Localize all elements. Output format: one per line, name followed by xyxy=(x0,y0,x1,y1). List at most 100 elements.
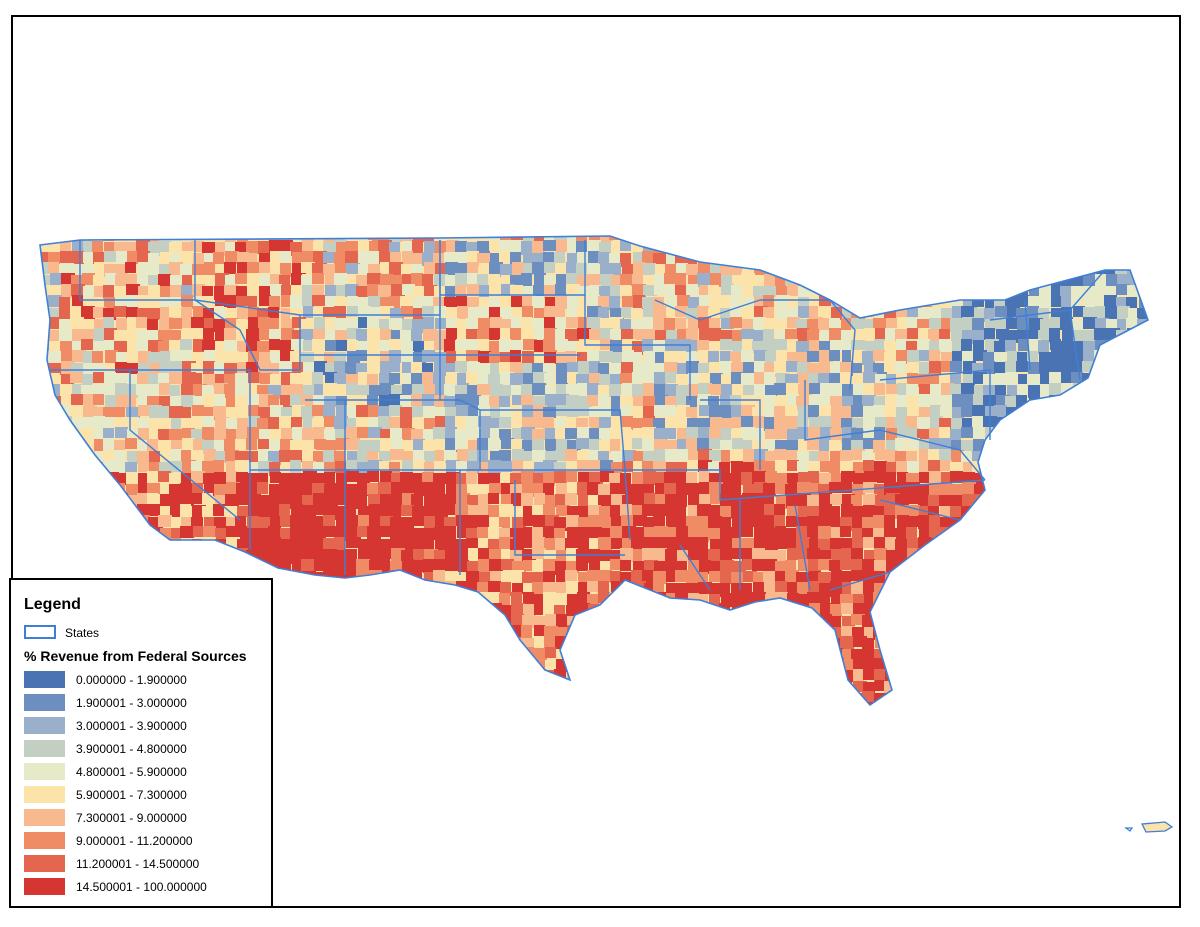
district-polygon xyxy=(291,638,305,651)
district-polygon xyxy=(807,329,819,343)
district-polygon xyxy=(754,504,765,518)
district-polygon xyxy=(895,636,907,649)
district-polygon xyxy=(677,603,689,614)
district-polygon xyxy=(972,405,986,418)
district-polygon xyxy=(928,373,939,386)
district-polygon xyxy=(752,396,766,409)
district-polygon xyxy=(72,240,84,252)
district-polygon xyxy=(1127,537,1140,550)
district-polygon xyxy=(103,550,115,564)
district-polygon xyxy=(951,328,963,341)
district-polygon xyxy=(1093,242,1106,254)
district-polygon xyxy=(380,361,391,374)
district-polygon xyxy=(103,428,114,442)
district-polygon xyxy=(334,682,347,695)
district-polygon xyxy=(314,648,326,662)
district-polygon xyxy=(40,462,50,474)
district-polygon xyxy=(950,506,963,518)
district-polygon xyxy=(995,528,1007,540)
district-polygon xyxy=(93,372,105,383)
district-polygon xyxy=(367,660,378,671)
district-polygon xyxy=(896,395,910,409)
district-polygon xyxy=(379,373,390,385)
district-polygon xyxy=(1072,341,1083,355)
district-polygon xyxy=(776,616,788,627)
district-polygon xyxy=(169,262,183,275)
district-polygon xyxy=(1049,614,1060,628)
district-polygon xyxy=(577,328,591,339)
district-polygon xyxy=(841,318,853,332)
district-polygon xyxy=(950,681,961,695)
district-polygon xyxy=(951,484,964,498)
district-polygon xyxy=(126,307,138,320)
district-polygon xyxy=(1038,560,1050,573)
district-polygon xyxy=(336,340,349,351)
district-polygon xyxy=(906,251,918,265)
district-polygon xyxy=(666,516,677,530)
district-polygon xyxy=(292,691,305,703)
district-polygon xyxy=(191,517,203,528)
district-polygon xyxy=(1049,648,1062,662)
district-polygon xyxy=(478,306,491,317)
district-polygon xyxy=(730,527,741,541)
district-polygon xyxy=(842,285,853,298)
district-polygon xyxy=(1084,528,1096,539)
district-polygon xyxy=(81,528,92,542)
district-polygon xyxy=(686,264,700,275)
district-polygon xyxy=(1094,649,1106,660)
district-polygon xyxy=(818,318,832,332)
district-polygon xyxy=(622,626,633,638)
district-polygon xyxy=(1084,704,1098,705)
district-polygon xyxy=(633,592,645,604)
district-polygon xyxy=(950,538,963,550)
district-polygon xyxy=(621,649,634,660)
district-polygon xyxy=(1029,528,1041,539)
district-polygon xyxy=(1117,572,1128,584)
district-polygon xyxy=(303,660,315,674)
district-polygon xyxy=(226,537,240,548)
district-polygon xyxy=(1017,417,1030,428)
district-polygon xyxy=(622,450,636,461)
district-polygon xyxy=(237,506,248,517)
district-polygon xyxy=(665,405,676,419)
district-polygon xyxy=(137,373,151,386)
district-polygon xyxy=(523,263,534,275)
district-polygon xyxy=(1150,627,1162,638)
district-polygon xyxy=(621,636,632,648)
district-polygon xyxy=(906,384,918,397)
district-polygon xyxy=(1128,236,1141,240)
district-polygon xyxy=(764,236,776,243)
district-polygon xyxy=(149,405,162,419)
district-polygon xyxy=(1104,527,1115,539)
district-polygon xyxy=(1061,572,1075,583)
district-polygon xyxy=(732,682,745,696)
district-polygon xyxy=(103,450,115,462)
district-polygon xyxy=(896,264,910,275)
district-polygon xyxy=(675,318,686,329)
district-polygon xyxy=(314,559,328,571)
district-polygon xyxy=(523,461,537,474)
district-polygon xyxy=(281,582,295,596)
district-polygon xyxy=(875,417,889,430)
district-polygon xyxy=(576,236,587,242)
district-polygon xyxy=(709,405,723,419)
district-polygon xyxy=(653,537,666,551)
district-polygon xyxy=(1117,626,1131,640)
district-polygon xyxy=(1017,438,1028,450)
district-polygon xyxy=(313,539,324,550)
district-polygon xyxy=(82,428,94,441)
district-polygon xyxy=(455,703,466,705)
district-polygon xyxy=(1051,251,1062,263)
district-polygon xyxy=(820,638,833,650)
district-polygon xyxy=(741,350,753,362)
district-polygon xyxy=(510,473,524,485)
district-polygon xyxy=(434,439,447,452)
district-polygon xyxy=(852,506,863,517)
district-polygon xyxy=(1095,682,1109,694)
district-polygon xyxy=(169,372,182,384)
district-polygon xyxy=(367,284,381,298)
district-polygon xyxy=(423,636,435,647)
district-polygon xyxy=(312,473,324,484)
district-polygon xyxy=(1028,693,1041,705)
district-polygon xyxy=(368,307,381,318)
